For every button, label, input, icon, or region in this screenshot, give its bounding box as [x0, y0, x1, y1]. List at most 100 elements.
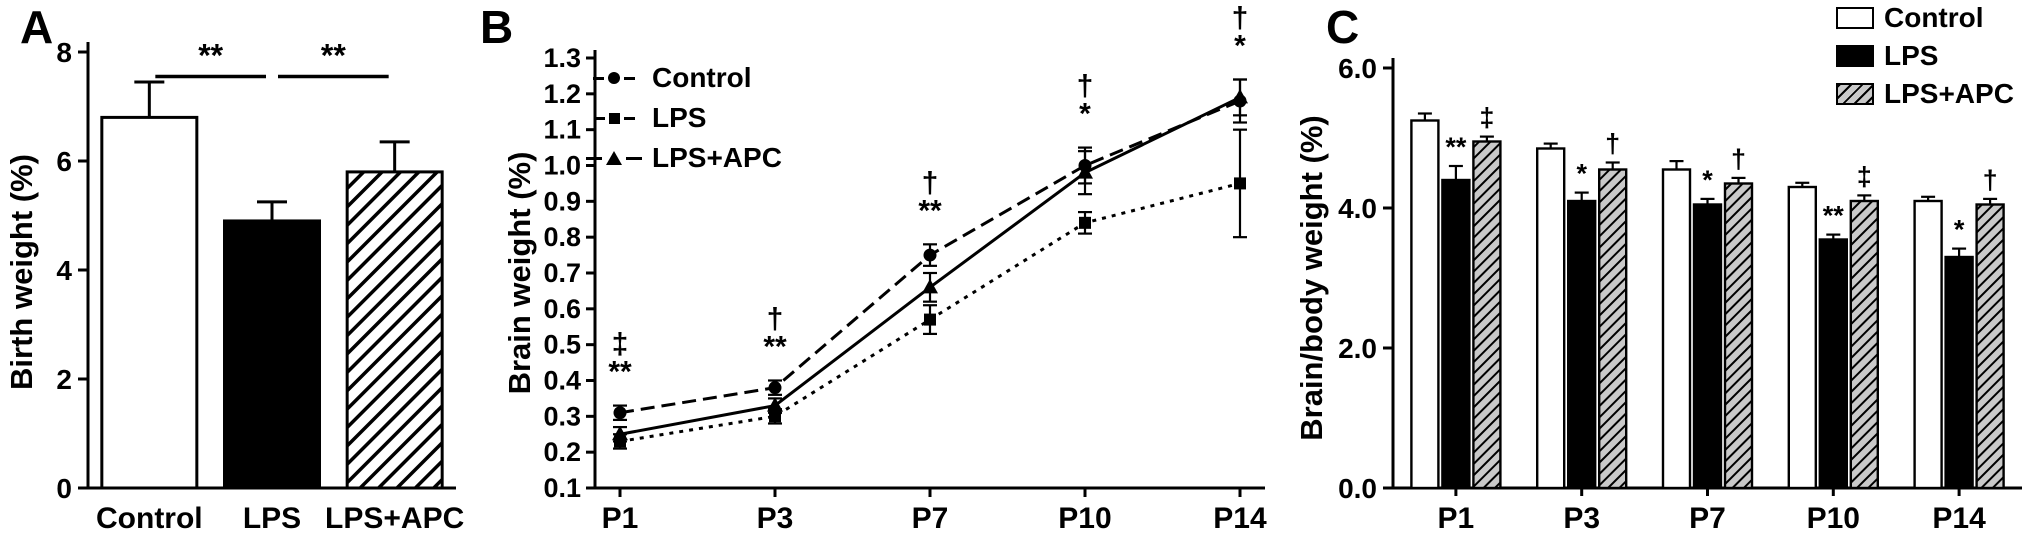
birth-weight-bar-chart: 0 2 4 6 8 Control LPS LPS+APC ** ** — [56, 37, 464, 535]
y-tick-label: 0.6 — [543, 294, 581, 324]
bar-LPS+APC-P10 — [1849, 199, 1879, 490]
legend-label-lps: LPS — [652, 102, 707, 133]
bar-LPS-P7 — [1692, 203, 1723, 490]
y-tick-label: 0.2 — [543, 437, 581, 467]
y-tick-label: 0.0 — [1338, 473, 1377, 504]
panel-c: C Brain/body weight (%) 0.0 2.0 4.0 6.0 P1 **… — [1280, 0, 2031, 557]
significance-label: † — [922, 166, 939, 199]
lps-swatch-icon — [1836, 45, 1874, 67]
lps-line-marker-sample — [586, 112, 642, 124]
significance-label: * — [1576, 159, 1587, 189]
y-tick-label: 0.3 — [543, 401, 581, 431]
bar-LPS+APC-P7 — [1723, 182, 1754, 490]
y-tick-label: 0.8 — [543, 222, 581, 252]
legend-item-lps: LPS — [586, 104, 782, 132]
triangle-marker — [922, 278, 938, 294]
control-swatch-icon — [1836, 7, 1874, 29]
bar-Control — [100, 115, 199, 490]
x-category-label: P3 — [1563, 502, 1600, 535]
triangle-marker-icon — [606, 151, 622, 165]
circle-marker — [613, 406, 627, 420]
panel-b-legend: Control LPS LPS+APC — [586, 64, 782, 172]
x-category-label: LPS — [243, 502, 301, 535]
significance-label: ** — [763, 331, 787, 364]
significance-label: ‡ — [1479, 103, 1494, 133]
solid-segment — [626, 156, 642, 160]
legend-label-control: Control — [652, 62, 752, 93]
x-category-label: Control — [96, 502, 203, 535]
significance-label: ** — [321, 38, 346, 74]
significance-label: * — [1954, 215, 1965, 245]
y-tick-label: 8 — [56, 37, 72, 68]
significance-label: † — [1077, 70, 1094, 103]
x-category-label: P7 — [912, 502, 949, 535]
bar-Control-P3 — [1536, 147, 1566, 490]
square-marker-icon — [608, 112, 620, 124]
y-tick-label: 6 — [56, 146, 72, 177]
y-tick-label: 0 — [56, 473, 72, 504]
significance-label: ‡ — [1857, 161, 1872, 191]
significance-label: ** — [198, 38, 223, 74]
x-category-label: P10 — [1058, 502, 1111, 535]
bar-LPS+APC — [345, 170, 444, 490]
x-category-label: P10 — [1807, 502, 1860, 535]
bar-Control-P14 — [1913, 199, 1943, 490]
y-tick-label: 0.7 — [543, 258, 581, 288]
significance-label: * — [1079, 98, 1091, 131]
y-tick-label: 2.0 — [1338, 333, 1377, 364]
figure-legend: Control LPS LPS+APC — [1836, 4, 2014, 108]
legend-item-lps: LPS — [1836, 42, 2014, 70]
triangle-marker — [767, 397, 783, 412]
x-category-label: P14 — [1213, 502, 1267, 535]
significance-label: ** — [1445, 132, 1467, 162]
x-category-label: P1 — [602, 502, 639, 535]
y-tick-label: 4.0 — [1338, 193, 1377, 224]
legend-item-lps-apc: LPS+APC — [586, 144, 782, 172]
y-tick-label: 1.1 — [543, 115, 581, 145]
panel-a-label: A — [20, 1, 54, 53]
square-marker — [924, 313, 936, 326]
bar-LPS-P14 — [1944, 255, 1974, 490]
dash-segment — [624, 76, 635, 80]
significance-label: † — [1232, 2, 1249, 35]
legend-label-lps-apc: LPS+APC — [1884, 78, 2014, 109]
brain-weight-line-chart: 0.1 0.2 0.3 0.4 0.5 0.6 0.7 0.8 0.9 1.0 1.1 1.2 1.3 P… — [543, 2, 1267, 536]
bar-LPS+APC-P14 — [1975, 203, 2005, 490]
y-tick-label: 1.0 — [543, 151, 581, 181]
triangle-marker — [1232, 88, 1248, 104]
square-marker — [1079, 216, 1091, 229]
y-tick-label: 0.9 — [543, 186, 581, 216]
y-tick-label: 1.3 — [543, 43, 581, 73]
triangle-marker — [612, 425, 628, 441]
significance-label: ** — [918, 194, 942, 227]
y-tick-label: 2 — [56, 364, 72, 395]
significance-label: * — [1234, 30, 1246, 63]
bar-LPS+APC-P1 — [1472, 140, 1502, 490]
significance-label: ‡ — [612, 328, 629, 361]
panel-b-label: B — [480, 1, 514, 53]
triangle-marker — [1077, 164, 1093, 179]
circle-marker-icon — [608, 72, 620, 84]
legend-label-lps-apc: LPS+APC — [652, 142, 782, 173]
legend-item-lps-apc: LPS+APC — [1836, 80, 2014, 108]
legend-label-control: Control — [1884, 2, 1984, 33]
legend-label-lps: LPS — [1884, 40, 1939, 71]
dash-segment — [623, 116, 635, 120]
x-category-label: P7 — [1689, 502, 1726, 535]
dash-segment — [593, 116, 605, 120]
y-tick-label: 4 — [56, 255, 72, 286]
bar-LPS — [223, 219, 321, 490]
bar-Control-P7 — [1661, 168, 1692, 490]
y-tick-label: 1.2 — [543, 79, 581, 109]
dash-segment — [593, 76, 604, 80]
bar-LPS-P1 — [1441, 178, 1471, 490]
panel-c-label: C — [1326, 1, 1360, 53]
bar-Control-P1 — [1410, 119, 1440, 490]
bar-LPS-P3 — [1567, 199, 1597, 490]
x-category-label: LPS+APC — [325, 502, 464, 535]
significance-label: † — [767, 303, 784, 336]
legend-item-control: Control — [1836, 4, 2014, 32]
significance-label: ** — [1823, 201, 1845, 231]
x-category-label: P1 — [1438, 502, 1475, 535]
solid-segment — [586, 156, 602, 160]
